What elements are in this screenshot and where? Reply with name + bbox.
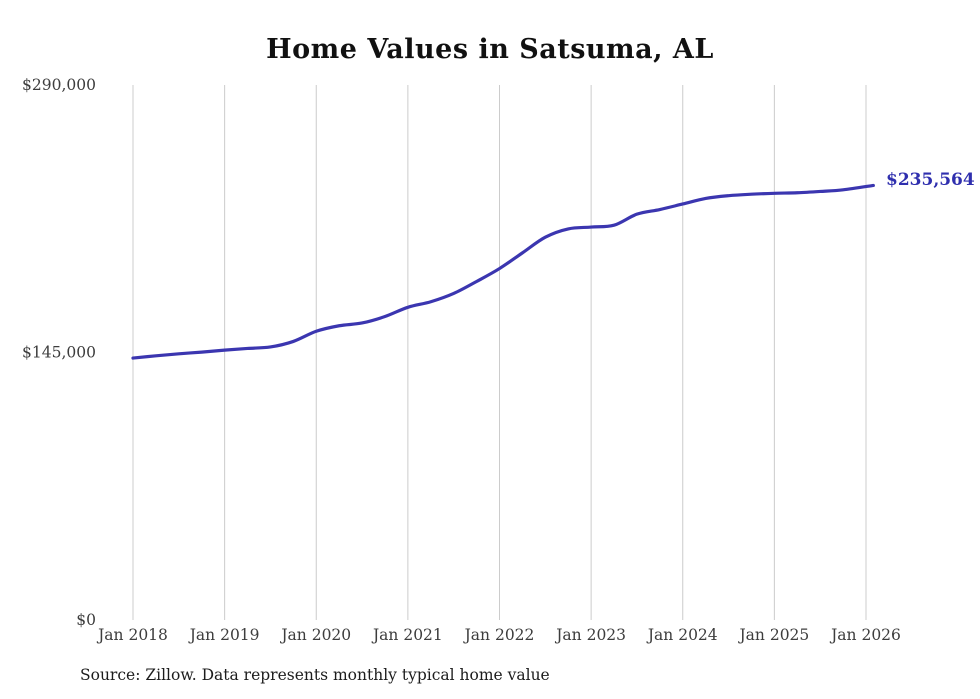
x-axis-tick-label: Jan 2020 xyxy=(279,626,351,644)
x-axis-tick-label: Jan 2021 xyxy=(371,626,443,644)
y-axis-tick-label: $290,000 xyxy=(22,76,96,94)
source-note: Source: Zillow. Data represents monthly … xyxy=(80,666,550,684)
y-axis-tick-label: $145,000 xyxy=(22,344,96,362)
y-axis-tick-label: $0 xyxy=(76,611,96,629)
latest-value-label: $235,564 xyxy=(886,170,975,190)
x-axis-tick-label: Jan 2022 xyxy=(463,626,535,644)
x-axis-tick-label: Jan 2018 xyxy=(96,626,168,644)
x-axis-tick-label: Jan 2019 xyxy=(188,626,260,644)
x-axis-tick-label: Jan 2023 xyxy=(554,626,626,644)
x-axis-tick-label: Jan 2026 xyxy=(829,626,901,644)
x-axis-tick-label: Jan 2025 xyxy=(737,626,809,644)
x-axis-tick-label: Jan 2024 xyxy=(646,626,718,644)
home-value-line xyxy=(131,183,875,360)
chart-title: Home Values in Satsuma, AL xyxy=(266,34,714,65)
